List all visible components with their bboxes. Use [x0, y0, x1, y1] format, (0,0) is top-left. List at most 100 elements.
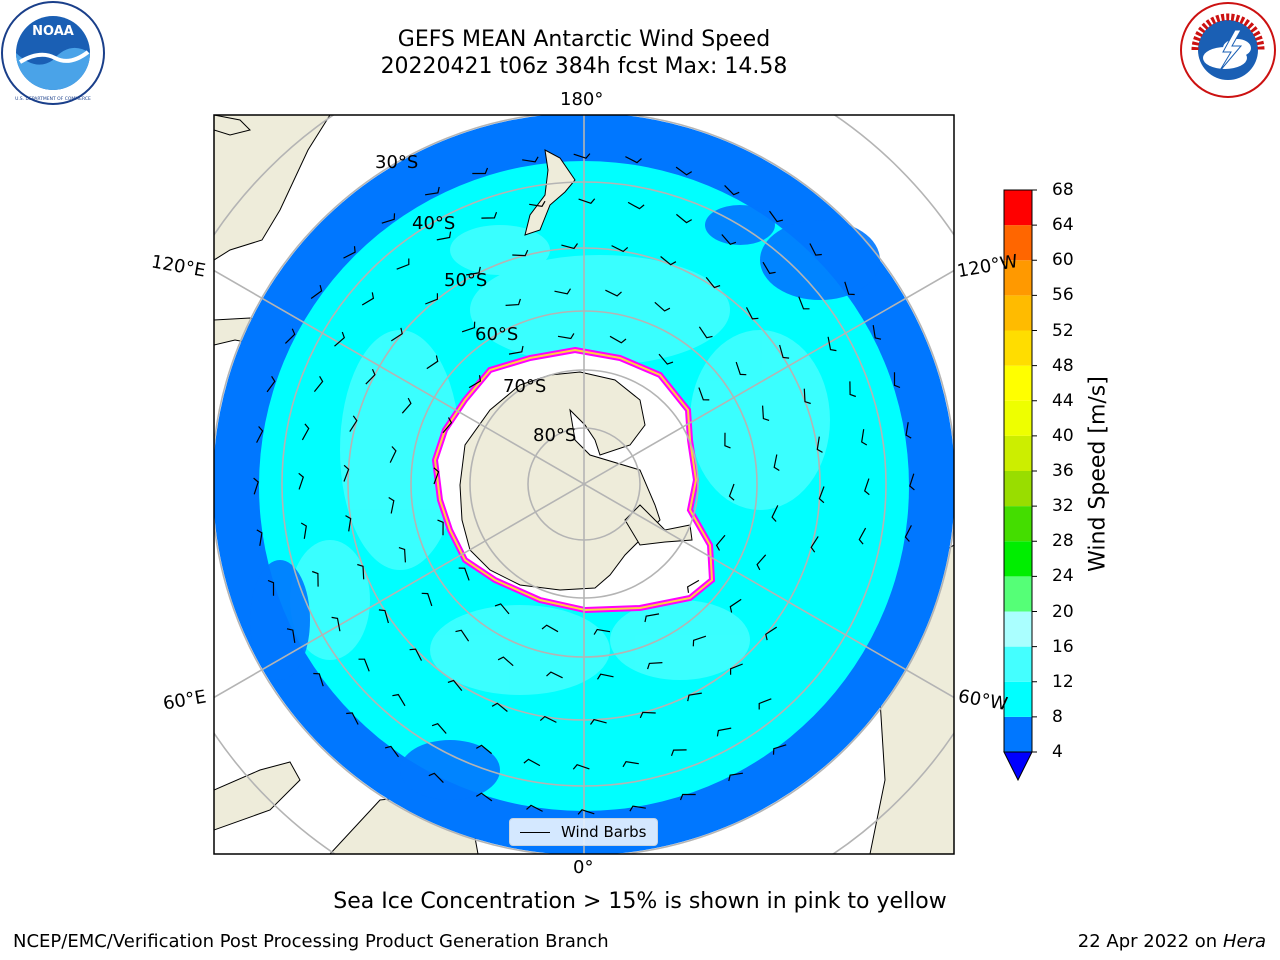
wind-barb	[803, 388, 811, 405]
colorbar-band	[1004, 471, 1032, 507]
colorbar-tick-label: 60	[1052, 250, 1074, 271]
wind-barb	[300, 522, 307, 539]
wind-barb	[769, 210, 784, 223]
wind-barb	[893, 372, 901, 389]
wind-barb	[771, 505, 779, 522]
lat-label-50s: 50°S	[444, 270, 488, 291]
wind-barb	[728, 772, 743, 782]
wind-barb	[687, 692, 702, 702]
lat-label-70s: 70°S	[503, 376, 547, 397]
wind-barb	[629, 805, 646, 812]
wind-barb	[522, 156, 539, 163]
machine-name: Hera	[1222, 931, 1266, 952]
colorbar-under-arrow	[1003, 751, 1033, 782]
sea-ice-note: Sea Ice Concentration > 15% is shown in …	[333, 889, 947, 914]
colorbar-tick-label: 32	[1052, 496, 1074, 517]
wind-barb	[872, 325, 882, 340]
wind-barb	[627, 201, 645, 210]
colorbar-tick-label: 44	[1052, 390, 1074, 411]
nws-logo	[1180, 2, 1276, 98]
wind-barb	[267, 579, 275, 596]
wind-barb	[698, 326, 713, 339]
wind-barb	[349, 415, 358, 432]
colorbar	[1003, 189, 1037, 782]
colorbar-tick-label: 68	[1052, 180, 1074, 200]
wind-barb	[772, 744, 787, 755]
wind-barb	[425, 293, 438, 305]
colorbar-band	[1004, 681, 1032, 717]
wind-barb	[905, 422, 912, 439]
wind-barb	[809, 243, 822, 256]
colorbar-tick-label: 56	[1052, 285, 1074, 306]
wind-barb	[253, 477, 259, 495]
wind-barb	[437, 519, 444, 536]
wind-barb	[728, 483, 735, 501]
wind-barb	[546, 671, 563, 679]
wind-barb	[286, 628, 296, 643]
colorbar-band	[1004, 330, 1032, 366]
wind-barb	[481, 211, 498, 219]
lat-label-40s: 40°S	[412, 213, 456, 234]
wind-barb	[311, 570, 319, 587]
colorbar-band	[1004, 506, 1032, 542]
wind-barb	[401, 397, 412, 414]
wind-barb	[557, 333, 575, 340]
colorbar-tick-label: 48	[1052, 355, 1074, 376]
wind-field-12to16-patches	[290, 225, 830, 695]
wind-barb	[357, 563, 365, 580]
wind-barb	[716, 727, 732, 737]
colorbar-band	[1004, 365, 1032, 401]
wind-barb	[577, 809, 595, 815]
wind-barb	[676, 213, 692, 224]
wind-barb	[284, 328, 296, 344]
credit-text: NCEP/EMC/Verification Post Processing Pr…	[13, 931, 609, 952]
wind-barb	[425, 186, 440, 196]
wind-barb	[461, 321, 476, 333]
wind-barb	[779, 344, 790, 359]
wind-barb	[745, 307, 759, 320]
wind-barb	[466, 266, 481, 276]
wind-barb	[724, 184, 740, 196]
colorbar-tick-label: 52	[1052, 320, 1074, 341]
wind-barb	[654, 301, 671, 312]
wind-barb	[861, 429, 868, 446]
date-stamp: 22 Apr 2022 on Hera	[1078, 931, 1266, 952]
wind-barb-legend-line	[520, 832, 550, 833]
wind-barb	[729, 598, 742, 613]
wind-barb	[730, 663, 743, 675]
wind-barb	[361, 292, 375, 306]
wind-barb	[735, 361, 747, 376]
wind-barb	[818, 486, 825, 504]
chart-title: GEFS MEAN Antarctic Wind Speed	[397, 27, 771, 52]
colorbar-tick-label: 12	[1052, 671, 1074, 692]
colorbar-band	[1004, 295, 1032, 331]
map-frame	[213, 114, 955, 855]
lat-label-80s: 80°S	[533, 425, 577, 446]
wind-barb	[468, 375, 482, 389]
wind-barb	[455, 629, 470, 642]
wind-barb	[849, 381, 857, 398]
wind-barb	[378, 609, 389, 624]
colorbar-band	[1004, 716, 1032, 752]
legend-label: Wind Barbs	[561, 823, 647, 841]
wind-barb	[698, 387, 710, 401]
wind-barb	[539, 715, 557, 723]
wind-barb	[409, 648, 423, 661]
colorbar-tick-label: 4	[1052, 742, 1063, 762]
wind-barb	[573, 153, 591, 159]
colorbar-tick-label: 20	[1052, 601, 1074, 622]
wind-barb	[428, 772, 444, 784]
wind-barb	[310, 284, 323, 299]
map-area	[214, 115, 954, 854]
wind-barb	[396, 258, 410, 270]
wind-barb	[844, 281, 855, 296]
colorbar-tick-label: 64	[1052, 215, 1074, 236]
wind-barb	[758, 698, 772, 710]
wind-barb	[647, 662, 663, 670]
wind-barb	[526, 804, 543, 812]
wind-barb	[476, 744, 492, 755]
wind-barb	[384, 745, 399, 758]
date-text: 22 Apr 2022 on	[1077, 931, 1218, 952]
wind-barb	[554, 288, 572, 295]
colorbar-band	[1004, 611, 1032, 647]
